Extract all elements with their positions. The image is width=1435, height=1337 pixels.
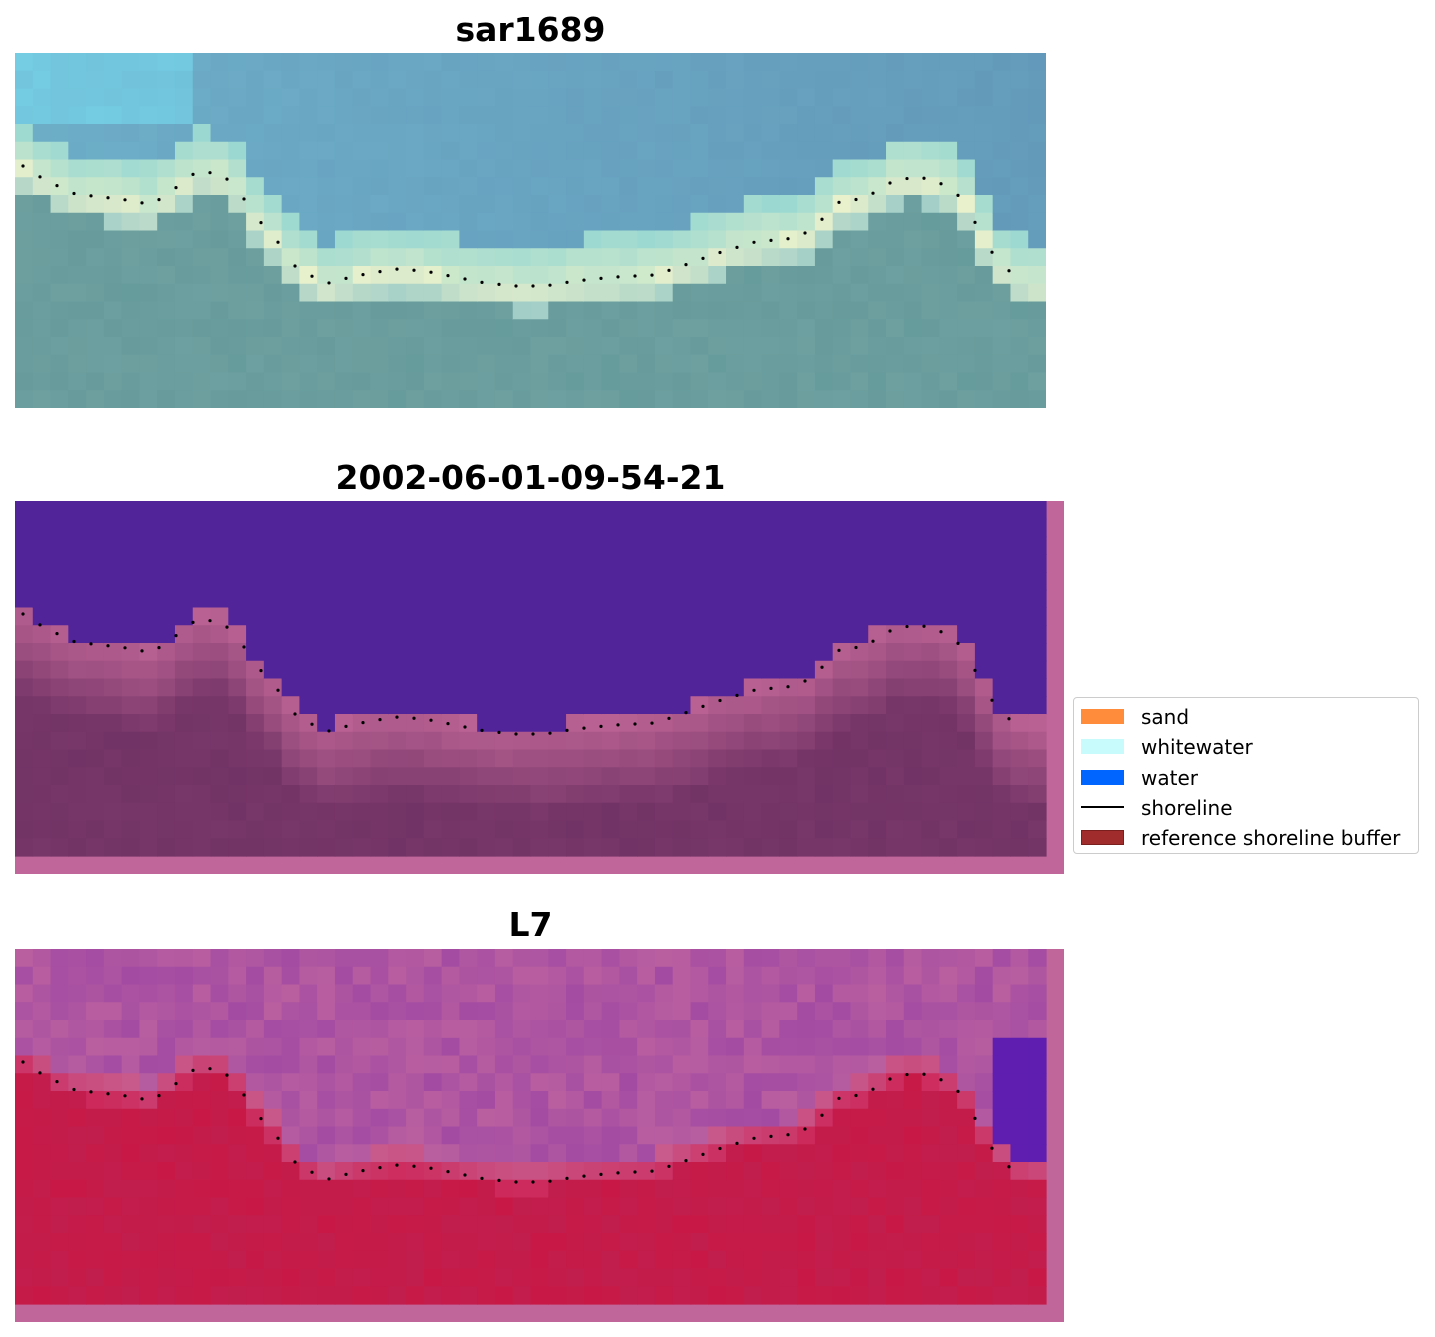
legend-label-shoreline: shoreline (1141, 796, 1233, 820)
panel-title-2: 2002-06-01-09-54-21 (335, 458, 726, 497)
legend-label-sand: sand (1141, 705, 1190, 729)
legend-label-water: water (1141, 766, 1198, 790)
legend-label-whitewater: whitewater (1141, 735, 1253, 759)
shoreline-dots (21, 1060, 1011, 1184)
legend-label-buffer: reference shoreline buffer (1141, 826, 1401, 850)
classified-image (15, 501, 1064, 874)
shoreline-line-swatch (1081, 806, 1124, 808)
shoreline-dots (21, 612, 1011, 736)
water-swatch (1081, 770, 1124, 785)
satellite-rgb-image (15, 53, 1046, 408)
index-image (15, 949, 1064, 1322)
panel-title-3: L7 (508, 905, 553, 944)
buffer-swatch (1081, 830, 1124, 845)
whitewater-swatch (1081, 739, 1124, 754)
shoreline-dots (21, 164, 1011, 288)
legend: sand whitewater water shoreline referenc… (1073, 697, 1419, 854)
panel-title-1: sar1689 (455, 10, 606, 49)
sand-swatch (1081, 709, 1124, 724)
